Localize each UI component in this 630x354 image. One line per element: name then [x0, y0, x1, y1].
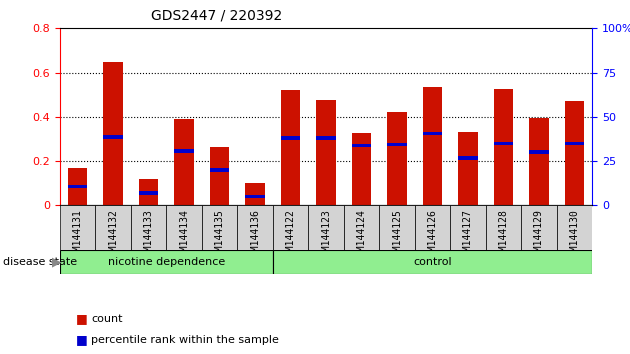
FancyBboxPatch shape	[557, 205, 592, 250]
Bar	[103, 62, 123, 205]
Bar	[564, 142, 584, 145]
Text: count: count	[91, 314, 123, 324]
Bar	[494, 89, 513, 205]
FancyBboxPatch shape	[415, 205, 450, 250]
Text: GSM144136: GSM144136	[250, 209, 260, 262]
FancyBboxPatch shape	[521, 205, 557, 250]
Text: ■: ■	[76, 333, 88, 346]
FancyBboxPatch shape	[60, 205, 95, 250]
Bar	[352, 144, 371, 147]
Text: control: control	[413, 257, 452, 267]
Bar	[316, 100, 336, 205]
Bar	[68, 185, 88, 188]
Text: GSM144130: GSM144130	[570, 209, 580, 262]
Text: percentile rank within the sample: percentile rank within the sample	[91, 335, 279, 345]
Bar	[387, 143, 407, 146]
Text: GSM144132: GSM144132	[108, 209, 118, 262]
Bar	[60, 250, 273, 274]
Bar	[564, 101, 584, 205]
Bar	[139, 192, 158, 195]
Text: disease state: disease state	[3, 257, 77, 267]
Bar	[529, 118, 549, 205]
Text: GSM144135: GSM144135	[215, 209, 224, 262]
Bar	[175, 119, 194, 205]
Bar	[423, 132, 442, 135]
Text: ■: ■	[76, 312, 88, 325]
FancyBboxPatch shape	[344, 205, 379, 250]
Text: GSM144126: GSM144126	[428, 209, 437, 262]
Bar	[245, 183, 265, 205]
Bar	[352, 133, 371, 205]
FancyBboxPatch shape	[273, 205, 308, 250]
Bar	[458, 132, 478, 205]
Bar	[210, 168, 229, 172]
Text: GSM144122: GSM144122	[285, 209, 295, 262]
Bar	[281, 90, 301, 205]
FancyBboxPatch shape	[202, 205, 238, 250]
Text: GSM144129: GSM144129	[534, 209, 544, 262]
Text: GSM144133: GSM144133	[144, 209, 154, 262]
Bar	[273, 250, 592, 274]
Text: GSM144128: GSM144128	[498, 209, 508, 262]
Bar	[139, 179, 158, 205]
Text: GSM144131: GSM144131	[72, 209, 83, 262]
Text: GSM144134: GSM144134	[179, 209, 189, 262]
FancyBboxPatch shape	[308, 205, 344, 250]
FancyBboxPatch shape	[486, 205, 521, 250]
FancyBboxPatch shape	[95, 205, 131, 250]
FancyBboxPatch shape	[131, 205, 166, 250]
Bar	[529, 150, 549, 154]
Bar	[423, 87, 442, 205]
Bar	[494, 142, 513, 145]
Bar	[458, 156, 478, 160]
Text: GSM144125: GSM144125	[392, 209, 402, 262]
Text: GDS2447 / 220392: GDS2447 / 220392	[151, 9, 282, 23]
Text: ▶: ▶	[52, 256, 61, 268]
Text: GSM144127: GSM144127	[463, 209, 473, 262]
Bar	[387, 113, 407, 205]
Text: nicotine dependence: nicotine dependence	[108, 257, 225, 267]
FancyBboxPatch shape	[450, 205, 486, 250]
FancyBboxPatch shape	[379, 205, 415, 250]
Bar	[245, 195, 265, 198]
Bar	[103, 135, 123, 138]
Bar	[281, 136, 301, 139]
Bar	[68, 168, 88, 205]
Bar	[316, 136, 336, 139]
Text: GSM144123: GSM144123	[321, 209, 331, 262]
Bar	[175, 149, 194, 153]
Bar	[210, 147, 229, 205]
Text: GSM144124: GSM144124	[357, 209, 367, 262]
FancyBboxPatch shape	[238, 205, 273, 250]
FancyBboxPatch shape	[166, 205, 202, 250]
